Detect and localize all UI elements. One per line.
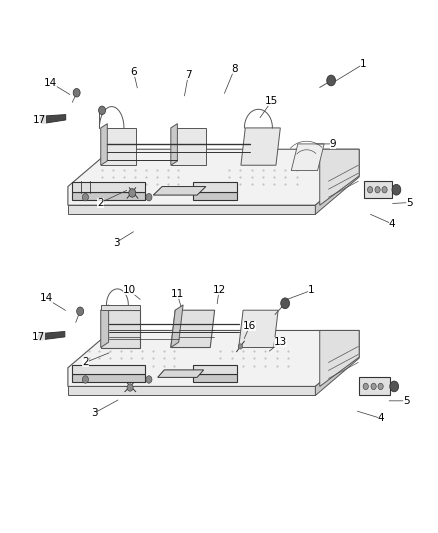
Circle shape bbox=[382, 187, 387, 193]
Polygon shape bbox=[101, 305, 140, 310]
Circle shape bbox=[38, 333, 44, 341]
Polygon shape bbox=[171, 128, 206, 165]
Polygon shape bbox=[72, 374, 145, 382]
Polygon shape bbox=[42, 115, 66, 124]
Circle shape bbox=[82, 376, 88, 383]
Text: 13: 13 bbox=[274, 337, 287, 347]
Circle shape bbox=[129, 189, 136, 197]
Polygon shape bbox=[72, 365, 145, 374]
Circle shape bbox=[146, 193, 152, 201]
Text: 5: 5 bbox=[406, 198, 413, 207]
Circle shape bbox=[127, 384, 133, 391]
Polygon shape bbox=[239, 310, 278, 348]
Text: 14: 14 bbox=[39, 294, 53, 303]
Text: 6: 6 bbox=[130, 67, 137, 77]
Circle shape bbox=[371, 383, 376, 390]
Circle shape bbox=[73, 88, 80, 97]
Polygon shape bbox=[359, 377, 390, 395]
Text: 1: 1 bbox=[307, 286, 314, 295]
Circle shape bbox=[40, 116, 46, 123]
Polygon shape bbox=[193, 374, 237, 382]
Circle shape bbox=[392, 184, 401, 195]
Circle shape bbox=[375, 187, 380, 193]
Text: 4: 4 bbox=[378, 414, 385, 423]
Circle shape bbox=[367, 187, 373, 193]
Polygon shape bbox=[68, 386, 315, 395]
Polygon shape bbox=[315, 168, 359, 214]
Text: 3: 3 bbox=[113, 238, 120, 247]
Polygon shape bbox=[193, 365, 237, 374]
Text: 15: 15 bbox=[265, 96, 278, 106]
Polygon shape bbox=[101, 310, 140, 348]
Text: 1: 1 bbox=[360, 59, 367, 69]
Polygon shape bbox=[39, 332, 65, 340]
Circle shape bbox=[99, 106, 106, 115]
Text: 8: 8 bbox=[231, 64, 238, 74]
Circle shape bbox=[390, 381, 399, 392]
Polygon shape bbox=[364, 181, 392, 198]
Text: 10: 10 bbox=[123, 286, 136, 295]
Circle shape bbox=[82, 193, 88, 201]
Text: 7: 7 bbox=[185, 70, 192, 79]
Polygon shape bbox=[193, 192, 237, 200]
Polygon shape bbox=[193, 182, 237, 192]
Polygon shape bbox=[320, 330, 359, 386]
Polygon shape bbox=[101, 305, 109, 348]
Circle shape bbox=[77, 307, 84, 316]
Text: 9: 9 bbox=[329, 139, 336, 149]
Polygon shape bbox=[315, 349, 359, 395]
Polygon shape bbox=[101, 124, 107, 165]
Polygon shape bbox=[72, 192, 145, 200]
Text: 2: 2 bbox=[97, 198, 104, 207]
Polygon shape bbox=[68, 149, 359, 205]
Polygon shape bbox=[171, 305, 183, 348]
Text: 11: 11 bbox=[171, 289, 184, 299]
Circle shape bbox=[378, 383, 383, 390]
Polygon shape bbox=[320, 149, 359, 205]
Polygon shape bbox=[241, 128, 280, 165]
Polygon shape bbox=[158, 370, 204, 377]
Circle shape bbox=[281, 298, 290, 309]
Polygon shape bbox=[171, 310, 215, 348]
Circle shape bbox=[238, 344, 243, 349]
Circle shape bbox=[327, 75, 336, 86]
Text: 4: 4 bbox=[389, 219, 396, 229]
Text: 2: 2 bbox=[82, 358, 89, 367]
Text: 12: 12 bbox=[212, 286, 226, 295]
Polygon shape bbox=[291, 144, 324, 171]
Text: 16: 16 bbox=[243, 321, 256, 331]
Polygon shape bbox=[68, 330, 359, 386]
Polygon shape bbox=[171, 124, 177, 165]
Polygon shape bbox=[72, 182, 145, 192]
Circle shape bbox=[146, 376, 152, 383]
Polygon shape bbox=[101, 128, 136, 165]
Text: 17: 17 bbox=[33, 115, 46, 125]
Polygon shape bbox=[153, 187, 206, 195]
Text: 3: 3 bbox=[91, 408, 98, 418]
Text: 17: 17 bbox=[32, 332, 45, 342]
Text: 5: 5 bbox=[403, 396, 410, 406]
Polygon shape bbox=[68, 205, 315, 214]
Circle shape bbox=[363, 383, 368, 390]
Text: 14: 14 bbox=[44, 78, 57, 87]
